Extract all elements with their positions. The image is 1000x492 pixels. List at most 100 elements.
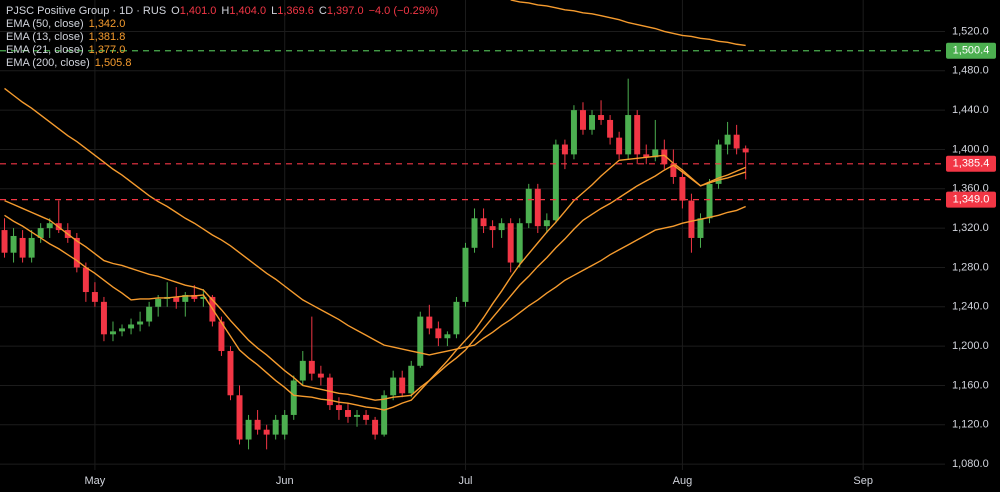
legend-header: PJSC Positive Group · 1D · RUS O1,401.0 H1…	[6, 5, 438, 17]
candle-body	[453, 301, 460, 335]
x-tick-label: Aug	[673, 475, 693, 487]
ohlc-value: 1,401.0	[180, 5, 217, 17]
candle-body	[733, 134, 740, 149]
x-tick-label: Sep	[853, 475, 873, 487]
change-value: −4.0 (−0.29%)	[369, 5, 439, 17]
candle-body	[661, 149, 668, 165]
candle-body	[73, 237, 80, 268]
candle-body	[589, 115, 596, 130]
candle-body	[200, 296, 207, 299]
price-label: 1,385.4	[953, 158, 990, 170]
candle-body	[381, 395, 388, 435]
candle-body	[354, 414, 361, 417]
candle-body	[46, 223, 53, 229]
candle-body	[724, 134, 731, 145]
candle-body	[191, 294, 198, 299]
y-tick-label: 1,320.0	[952, 222, 989, 234]
y-tick-label: 1,120.0	[952, 419, 989, 431]
candle-body	[245, 419, 252, 440]
grid	[0, 0, 945, 470]
candle-body	[634, 115, 641, 155]
price-label-box	[946, 191, 996, 208]
candle-body	[670, 164, 677, 177]
candle-body	[363, 414, 370, 420]
x-tick-label: Jul	[458, 475, 472, 487]
candle-body	[462, 247, 469, 302]
ema-line	[4, 164, 746, 401]
ohlc-key: H	[221, 5, 229, 17]
candle-body	[272, 419, 279, 435]
axes: 1,080.0 1,120.0 1,160.0 1,200.0 1,240.0 1,280…	[85, 25, 996, 487]
candle-body	[625, 115, 632, 155]
ema-line	[4, 154, 746, 411]
legend-entry: EMA (200, close) 1,505.8	[6, 57, 131, 69]
candle-body	[570, 110, 577, 155]
legend-name: EMA (50, close)	[6, 18, 84, 30]
candle-body	[372, 419, 379, 435]
ohlc-key: L	[271, 5, 277, 17]
y-tick-label: 1,240.0	[952, 301, 989, 313]
price-label-box	[946, 42, 996, 59]
candle-body	[100, 301, 107, 335]
candle-body	[471, 218, 478, 248]
y-tick-label: 1,280.0	[952, 261, 989, 273]
legend-value: 1,342.0	[89, 18, 126, 30]
ohlc-key: C	[319, 5, 327, 17]
candle-body	[652, 149, 659, 158]
price-label-box	[946, 155, 996, 172]
candle-body	[534, 188, 541, 227]
candle-body	[281, 414, 288, 435]
candle-body	[688, 200, 695, 238]
legend-value: 1,505.8	[95, 57, 132, 69]
candle-body	[299, 360, 306, 381]
candle-body	[643, 154, 650, 158]
candle-body	[706, 183, 713, 219]
candle-body	[19, 237, 26, 258]
legend-value: 1,381.8	[89, 31, 126, 43]
legend-name: EMA (21, close)	[6, 44, 84, 56]
candle-body	[37, 228, 44, 238]
x-tick-label: Jun	[276, 475, 294, 487]
candle-body	[525, 188, 532, 224]
y-tick-label: 1,480.0	[952, 65, 989, 77]
x-tick-label: May	[85, 475, 106, 487]
candle-body	[173, 296, 180, 302]
price-label: 1,500.4	[953, 45, 990, 57]
ema-line	[510, 0, 746, 47]
ohlc-value: 1,404.0	[229, 5, 266, 17]
candle-body	[109, 331, 116, 335]
candle-body	[155, 298, 162, 307]
candle-body	[408, 365, 415, 394]
candle-body	[263, 429, 270, 435]
legend-value: 1,377.0	[89, 44, 126, 56]
ohlc-key: O	[171, 5, 180, 17]
candle-body	[82, 267, 89, 293]
candle-body	[426, 316, 433, 329]
candle-body	[480, 218, 487, 227]
y-tick-label: 1,440.0	[952, 104, 989, 116]
y-tick-label: 1,200.0	[952, 340, 989, 352]
candle-body	[679, 176, 686, 201]
legend-name: EMA (200, close)	[6, 57, 90, 69]
y-tick-label: 1,520.0	[952, 25, 989, 37]
candle-body	[10, 235, 17, 253]
candle-body	[146, 306, 153, 322]
candle-body	[1, 230, 8, 253]
candle-body	[616, 137, 623, 155]
symbol-title: PJSC Positive Group · 1D · RUS	[6, 5, 166, 17]
ema-line	[4, 87, 746, 356]
candle-body	[128, 324, 135, 329]
legend-entry: EMA (13, close) 1,381.8	[6, 31, 125, 43]
candle-body	[317, 373, 324, 378]
candle-body	[344, 410, 351, 417]
candle-body	[308, 360, 315, 374]
candle-body	[390, 377, 397, 396]
ohlc-value: 1,369.6	[277, 5, 314, 17]
candle-body	[579, 110, 586, 130]
candle-body	[227, 351, 234, 396]
legend-entry: EMA (21, close) 1,377.0	[6, 44, 125, 56]
candle-body	[498, 223, 505, 231]
